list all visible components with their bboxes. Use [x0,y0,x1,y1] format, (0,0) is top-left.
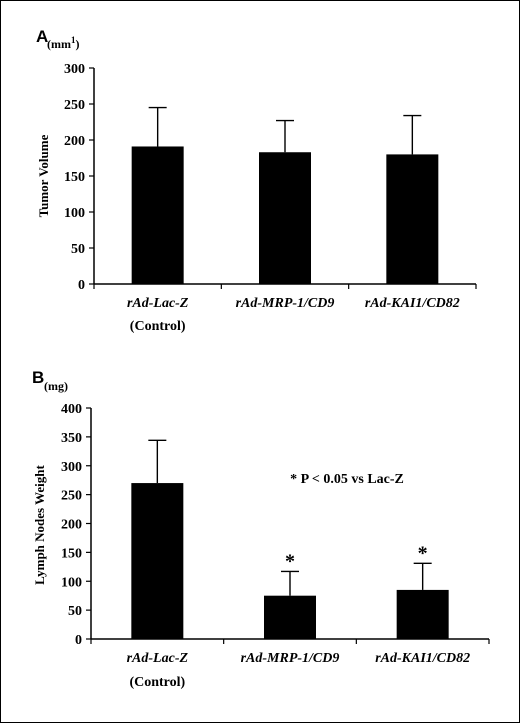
plot-area-b: 0 50 100 150 200 250 300 350 400 rAd-Lac-Z (Contro… [61,402,490,690]
y-tick-label-a: 100 [64,206,85,221]
unit-label-b: (mg) [44,379,68,393]
y-tick-label-b: 150 [61,546,82,561]
significance-star-b: * [418,542,428,564]
y-axis-label-b: Lymph Nodes Weight [32,464,47,584]
significance-star-b: * [285,550,295,572]
x-category-label-a: rAd-Lac-Z [127,296,189,311]
y-tick-label-a: 50 [71,242,85,257]
y-tick-label-b: 50 [68,604,82,619]
bar-b [131,483,184,639]
bar-a [131,146,184,284]
y-tick-label-b: 200 [61,518,82,533]
y-tick-label-b: 250 [61,489,82,504]
y-tick-label-b: 300 [61,460,82,475]
panel-label-b: B [32,368,44,387]
significance-annotation-b: * P < 0.05 vs Lac-Z [290,472,404,487]
y-tick-label-a: 200 [64,134,85,149]
x-category-label-a: rAd-MRP-1/CD9 [236,296,335,311]
y-tick-label-a: 150 [64,170,85,185]
panel-b: B (mg) Lymph Nodes Weight * P < 0.05 vs … [32,368,490,690]
y-tick-label-a: 250 [64,98,85,113]
bar-b [264,595,316,639]
bar-a [386,154,439,284]
y-tick-label-b: 0 [75,633,82,648]
x-category-label-b: rAd-Lac-Z [127,651,189,666]
y-tick-label-b: 350 [61,431,82,446]
bar-a [259,152,311,284]
x-category-label-b: rAd-KAI1/CD82 [375,651,470,666]
y-tick-label-b: 400 [61,402,82,417]
panel-a: A (mm1) Tumor Volume 0 50 100 150 200 250 300 r… [36,27,477,334]
y-tick-label-a: 300 [64,62,85,77]
plot-area-a: 0 50 100 150 200 250 300 rAd-Lac-Z (Control) rAd-… [64,62,477,334]
x-category-sublabel-a: (Control) [130,319,186,334]
bar-b [396,589,449,639]
x-category-label-a: rAd-KAI1/CD82 [365,296,460,311]
y-axis-label-a: Tumor Volume [36,134,51,217]
y-tick-label-a: 0 [78,278,85,293]
panel-label-a: A [36,27,48,46]
unit-label-a: (mm1) [47,35,80,51]
y-tick-label-b: 100 [61,575,82,590]
x-category-label-b: rAd-MRP-1/CD9 [241,651,340,666]
x-category-sublabel-b: (Control) [129,675,185,690]
